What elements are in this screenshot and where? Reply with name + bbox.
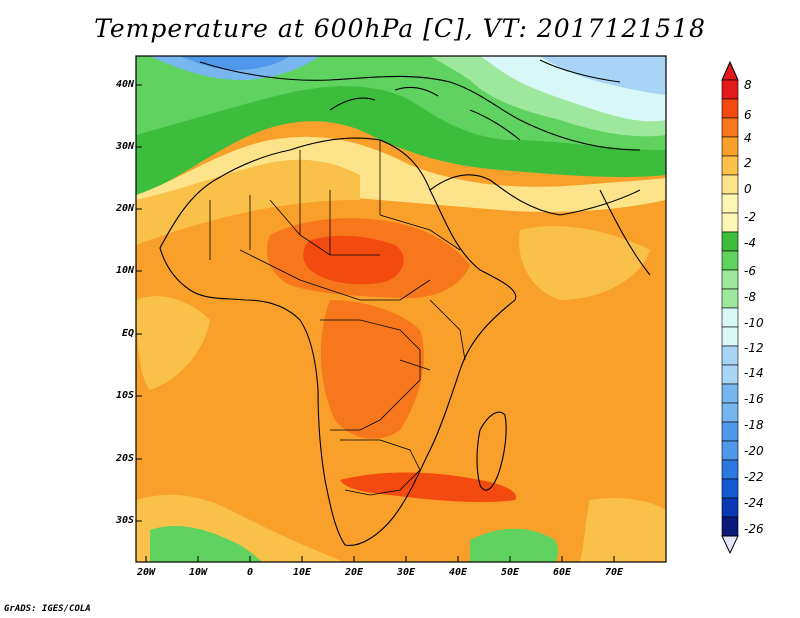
lat-label: 30S [115,515,134,526]
colorbar-label: -2 [744,210,756,224]
lon-label: 70E [604,567,624,578]
colorbar-label: -20 [744,444,764,458]
colorbar-label: 8 [744,78,752,92]
colorbar-label: -12 [744,341,764,355]
colorbar-label: -10 [744,316,764,330]
lon-label: 20E [344,567,364,578]
colorbar-label: 0 [744,182,752,196]
grads-credit: GrADS: IGES/COLA [4,604,91,614]
lat-label: 20N [115,203,134,214]
lon-label: 0 [246,567,254,578]
colorbar-label: -16 [744,392,764,406]
temperature-field [136,56,666,562]
colorbar-label: 2 [744,156,752,170]
lon-label: 40E [448,567,468,578]
colorbar-label: -18 [744,418,764,432]
coastlines [159,59,651,546]
lon-label: 30E [396,567,416,578]
colorbar-top-arrow [721,60,739,81]
lon-label: 10E [292,567,312,578]
lon-label: 20W [136,567,156,578]
lat-label: 30N [115,141,134,152]
country-borders [209,140,466,496]
colorbar-label: -26 [744,522,764,536]
lat-label: 10S [115,390,134,401]
axis-ticks [136,84,615,562]
lon-label: 50E [500,567,520,578]
colorbar-label: -6 [744,264,756,278]
lat-label: 10N [115,265,134,276]
map-frame [135,55,667,563]
colorbar-label: 6 [744,108,752,122]
colorbar-label: -8 [744,290,756,304]
map-title: Temperature at 600hPa [C], VT: 201712151… [94,14,706,43]
lon-label: 10W [188,567,208,578]
colorbar-label: -24 [744,496,764,510]
colorbar-label: -4 [744,236,756,250]
lat-label: 40N [115,79,134,90]
lat-label: 20S [115,453,134,464]
colorbar [721,60,739,555]
colorbar-label: 4 [744,131,752,145]
colorbar-label: -22 [744,470,764,484]
colorbar-label: -14 [744,366,764,380]
lat-label: EQ [121,328,134,339]
colorbar-bottom-arrow [721,535,739,555]
lon-label: 60E [552,567,572,578]
